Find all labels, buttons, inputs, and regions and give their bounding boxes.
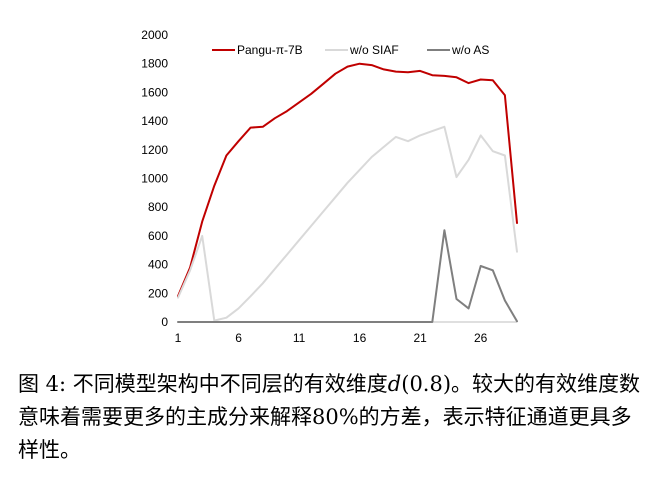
y-tick-label: 400: [148, 258, 168, 272]
y-tick-label: 600: [148, 229, 168, 243]
x-tick-label: 26: [474, 331, 488, 345]
y-tick-label: 1000: [141, 172, 168, 186]
y-tick-label: 1200: [141, 143, 168, 157]
y-tick-label: 200: [148, 286, 168, 300]
y-axis: 0 200 400 600 800 1000 1200 1400 1600 1800 2000: [141, 28, 168, 329]
caption-text-1: 图 4: 不同模型架构中不同层的有效维度: [18, 372, 388, 396]
y-tick-label: 0: [161, 315, 168, 329]
caption-math-symbol: d: [387, 372, 402, 396]
x-axis: 1 6 11 16 21 26: [175, 321, 517, 345]
series-line: [177, 229, 518, 323]
series-layer: [177, 62, 518, 323]
x-tick-label: 21: [413, 331, 427, 345]
legend: Pangu-π-7B w/o SIAF w/o AS: [212, 43, 489, 57]
y-tick-label: 2000: [141, 28, 168, 42]
y-tick-label: 1400: [141, 114, 168, 128]
y-tick-label: 1600: [141, 85, 168, 99]
figure-caption: 图 4: 不同模型架构中不同层的有效维度d(0.8)。较大的有效维度数意味着需要…: [18, 368, 648, 467]
legend-label: w/o SIAF: [349, 43, 399, 57]
x-tick-label: 6: [235, 331, 242, 345]
legend-label: w/o AS: [451, 43, 489, 57]
caption-text-2: (0.8)。较大的有效维度数意味着需要更多的主成分来解释80%的方差，表示特征通…: [18, 372, 641, 462]
x-tick-label: 11: [293, 331, 306, 345]
y-tick-label: 1800: [141, 57, 168, 71]
y-tick-label: 800: [148, 200, 168, 214]
series-line: [177, 125, 518, 322]
legend-label: Pangu-π-7B: [237, 43, 303, 57]
x-tick-label: 1: [175, 331, 182, 345]
series-line: [177, 62, 518, 298]
x-tick-label: 16: [353, 331, 367, 345]
